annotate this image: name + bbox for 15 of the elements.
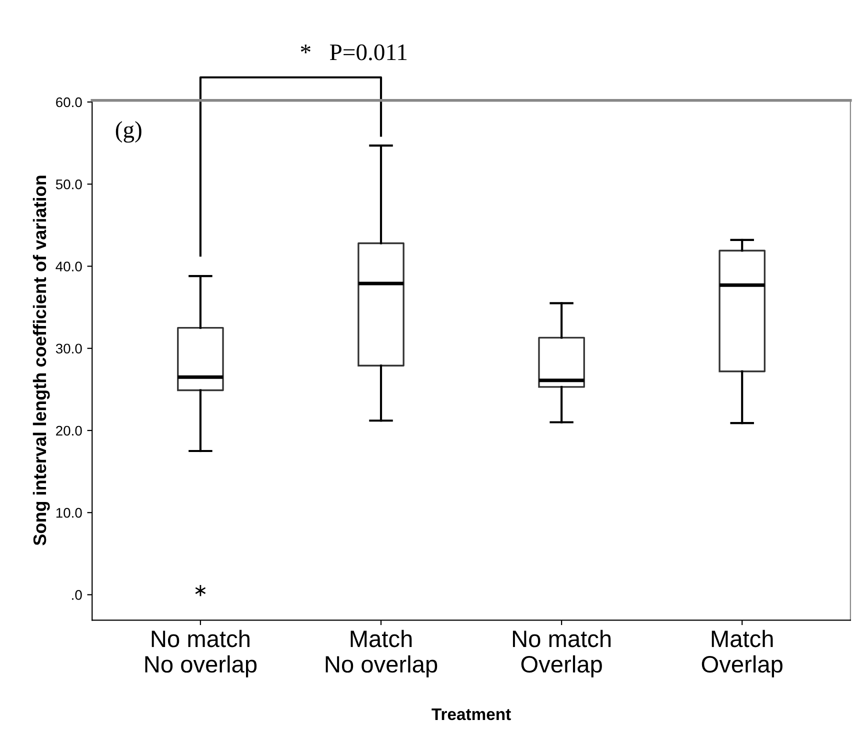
x-tick-label: No match No overlap	[145, 630, 257, 678]
y-tick-label: 30.0	[56, 344, 82, 354]
y-tick-label: 20.0	[56, 426, 82, 436]
y-axis-title: Song interval length coefficient of variation	[32, 176, 50, 546]
x-tick-label: No match Overlap	[512, 630, 611, 678]
x-axis-title: Treatment	[432, 708, 511, 720]
x-tick-label: Match Overlap	[702, 630, 782, 678]
x-tick-label: Match No overlap	[326, 630, 438, 678]
y-tick-label: 10.0	[56, 508, 82, 518]
annotation: (g)	[116, 121, 142, 143]
y-tick-label: 40.0	[56, 262, 82, 272]
y-tick-label: 50.0	[56, 179, 82, 190]
text: * P=0.011	[300, 44, 407, 60]
y-tick-label: 60.0	[56, 97, 82, 108]
y-tick-label: .0	[72, 590, 82, 600]
